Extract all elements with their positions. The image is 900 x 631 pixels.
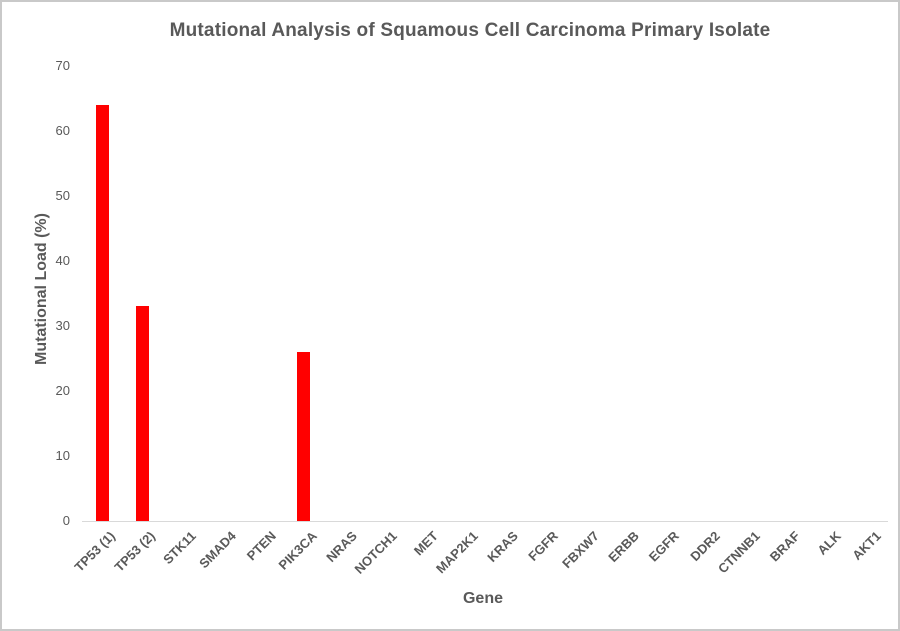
chart-title: Mutational Analysis of Squamous Cell Car… bbox=[169, 20, 771, 41]
y-tick-label: 30 bbox=[55, 318, 70, 333]
x-axis-line bbox=[82, 521, 888, 522]
bar-tp53-2 bbox=[135, 306, 149, 521]
x-tick-label: DDR2 bbox=[686, 528, 723, 564]
y-tick-label: 60 bbox=[55, 123, 70, 138]
y-tick-label: 40 bbox=[55, 253, 70, 268]
x-tick-label: FGFR bbox=[525, 528, 562, 564]
x-tick-label: FBXW7 bbox=[558, 528, 602, 572]
x-tick-label: ERBB bbox=[605, 528, 642, 565]
x-tick-label: CTNNB1 bbox=[714, 528, 763, 577]
y-tick-label: 0 bbox=[62, 513, 70, 528]
x-tick-label: MAP2K1 bbox=[432, 528, 481, 577]
x-tick-label: EGFR bbox=[646, 528, 683, 565]
x-axis-title: Gene bbox=[462, 590, 503, 607]
x-tick-label: TP53 (1) bbox=[71, 528, 119, 575]
y-tick-label: 50 bbox=[55, 188, 70, 203]
y-tick-label: 20 bbox=[55, 383, 70, 398]
y-tick-label: 70 bbox=[55, 58, 70, 73]
y-tick-label: 10 bbox=[55, 448, 70, 463]
x-tick-label: ALK bbox=[813, 528, 844, 558]
x-tick-label: NRAS bbox=[323, 528, 360, 565]
x-tick-label: PTEN bbox=[244, 528, 280, 564]
x-tick-label: AKT1 bbox=[849, 528, 884, 563]
x-tick-label: BRAF bbox=[767, 528, 804, 565]
y-axis-title: Mutational Load (%) bbox=[33, 213, 50, 365]
x-tick-label: KRAS bbox=[484, 528, 522, 565]
x-tick-label: SMAD4 bbox=[196, 528, 239, 572]
x-tick-label: PIK3CA bbox=[275, 528, 320, 573]
bar-pik3ca bbox=[297, 352, 311, 521]
x-tick-label: MET bbox=[410, 528, 441, 559]
bar-tp53-1 bbox=[95, 105, 109, 521]
x-tick-label: TP53 (2) bbox=[111, 528, 159, 575]
x-tick-label: NOTCH1 bbox=[351, 528, 401, 577]
x-tick-label: STK11 bbox=[159, 528, 199, 568]
